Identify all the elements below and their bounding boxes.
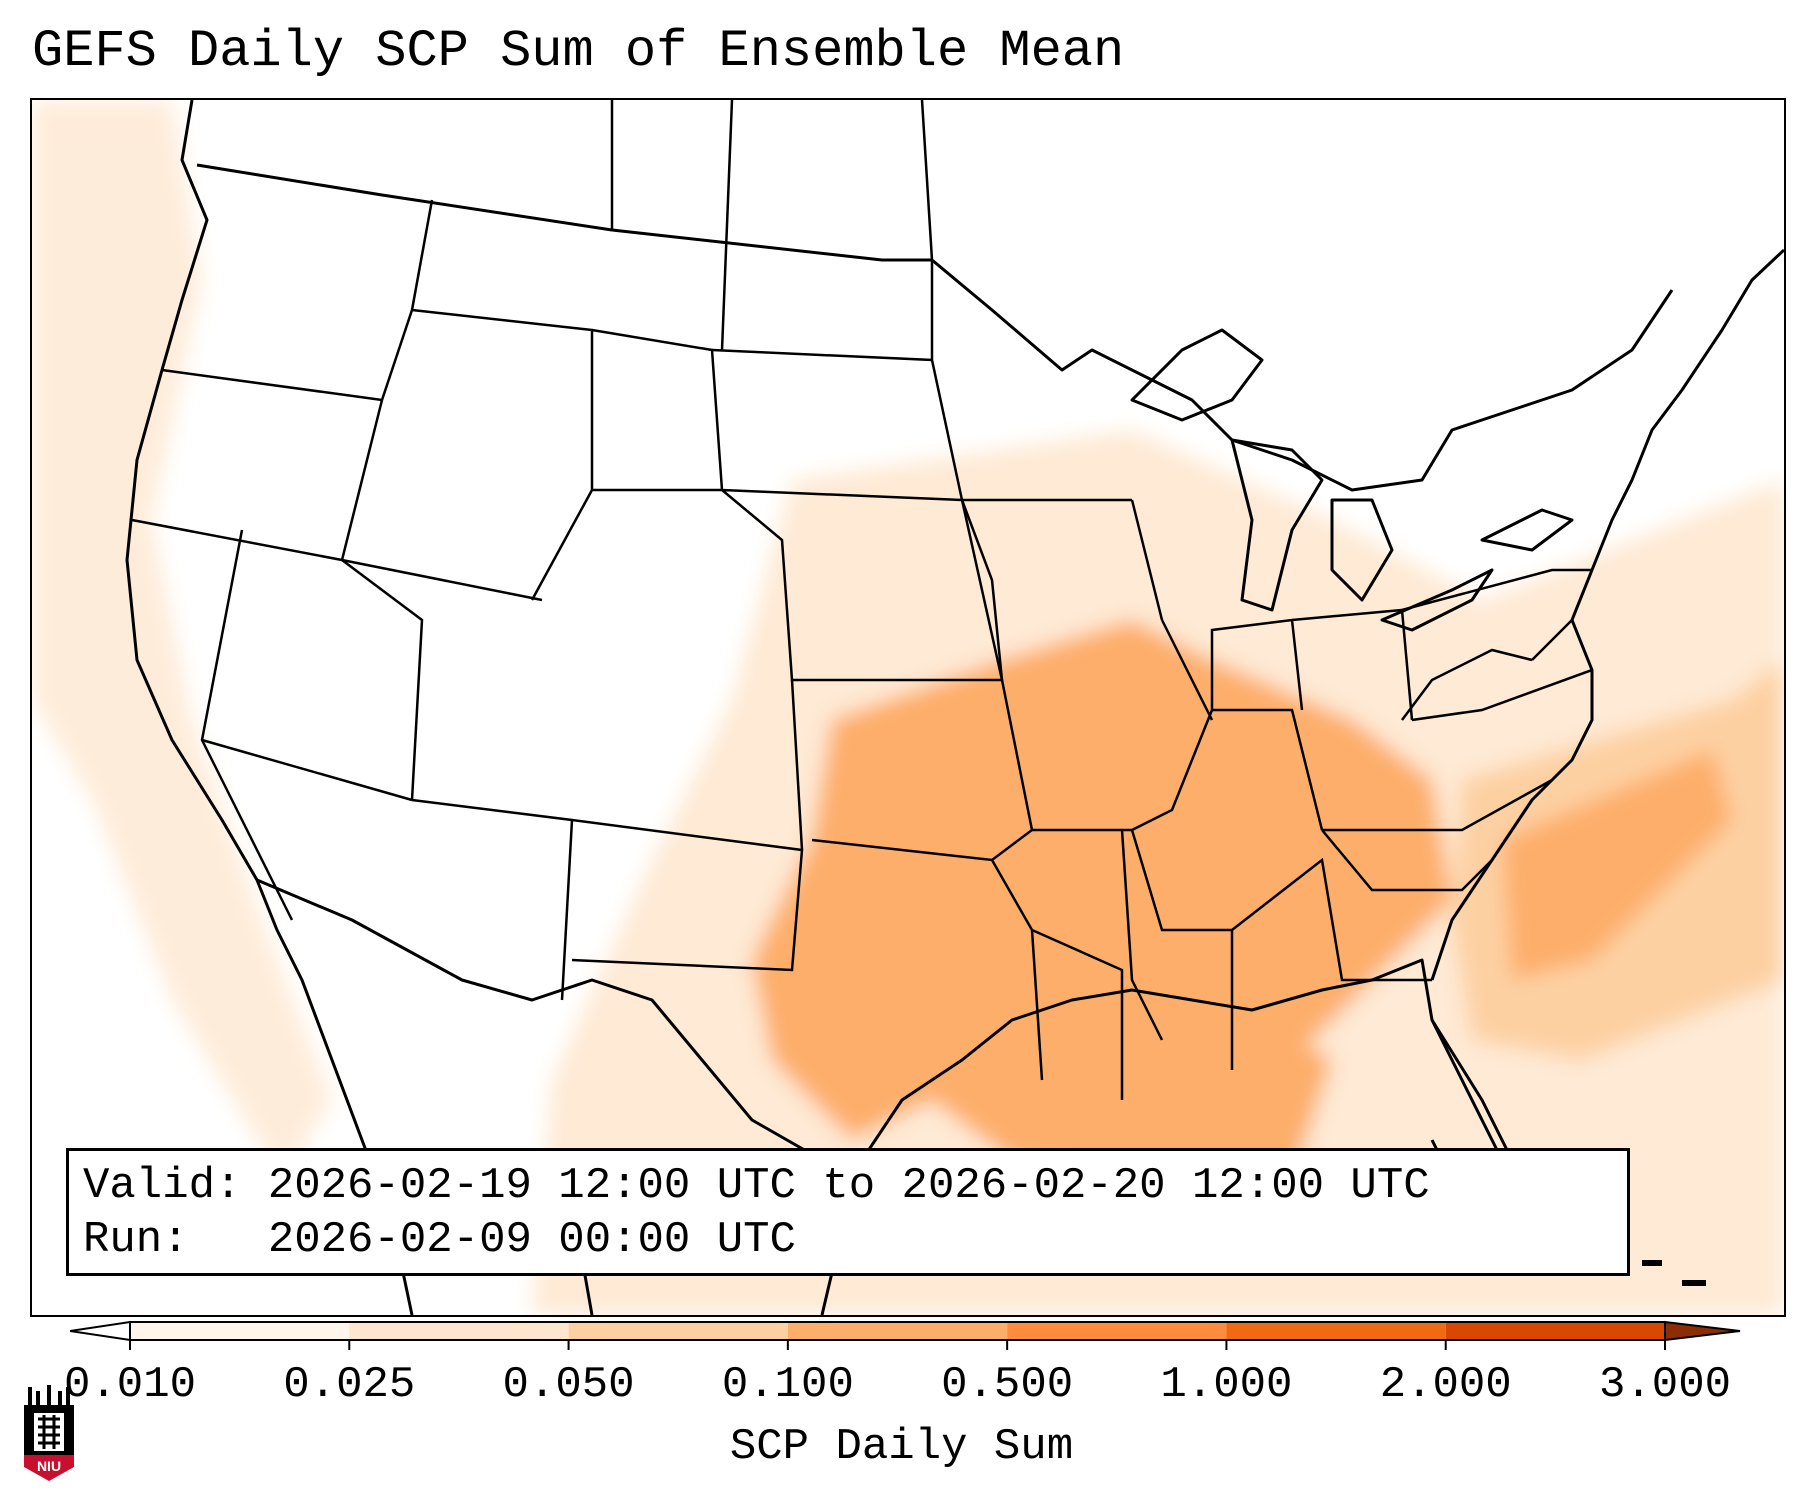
canada-border [196,163,1674,492]
colorbar-tick-label: 0.500 [941,1360,1074,1410]
colorbar-tick-label: 0.100 [721,1360,854,1410]
scp-shading [32,100,1784,1315]
svg-text:NIU: NIU [37,1458,61,1474]
colorbar-tick-label: 0.010 [63,1360,197,1410]
validity-box: Valid: 2026-02-19 12:00 UTC to 2026-02-2… [66,1148,1630,1276]
map-panel [30,98,1786,1317]
shade-pacific-light [32,100,332,1180]
niu-logo: NIU [24,1385,74,1481]
colorbar-over-arrow [1664,1320,1741,1342]
colorbar-tick-labels: 0.010 0.025 0.050 0.100 0.500 1.000 2.000 3.000 [0,1360,1803,1410]
colorbar-segment [1445,1322,1665,1340]
mexico-border [256,878,864,1202]
map-title: GEFS Daily SCP Sum of Ensemble Mean [32,22,1125,81]
colorbar-outline [129,1321,1666,1341]
colorbar-segment [130,1322,350,1340]
valid-label: Valid: [83,1161,242,1211]
colorbar-tick-label: 0.025 [283,1360,416,1410]
colorbar-svg [69,1320,1741,1350]
colorbar-segment [349,1322,569,1340]
state-borders [131,100,1593,1100]
shade-atlantic-core [1502,750,1732,980]
run-value: 2026-02-09 00:00 UTC [267,1215,796,1265]
colorbar-tick-label: 0.050 [502,1360,635,1410]
colorbar-segment [1226,1322,1446,1340]
colorbar-tick-label: 1.000 [1160,1360,1293,1410]
colorbar-title: SCP Daily Sum [729,1422,1074,1472]
great-lakes [1130,328,1574,632]
colorbar [69,1312,1750,1367]
colorbar-tick-label: 3.000 [1598,1360,1732,1410]
colorbar-segment [1007,1322,1227,1340]
colorbar-segment [787,1322,1008,1340]
colorbar-segment [568,1322,788,1340]
run-label: Run: [83,1215,189,1265]
map-canvas [32,100,1784,1315]
valid-value: 2026-02-19 12:00 UTC to 2026-02-20 12:00… [267,1161,1430,1211]
colorbar-tick-label: 2.000 [1379,1360,1512,1410]
colorbar-under-arrow [69,1320,131,1342]
